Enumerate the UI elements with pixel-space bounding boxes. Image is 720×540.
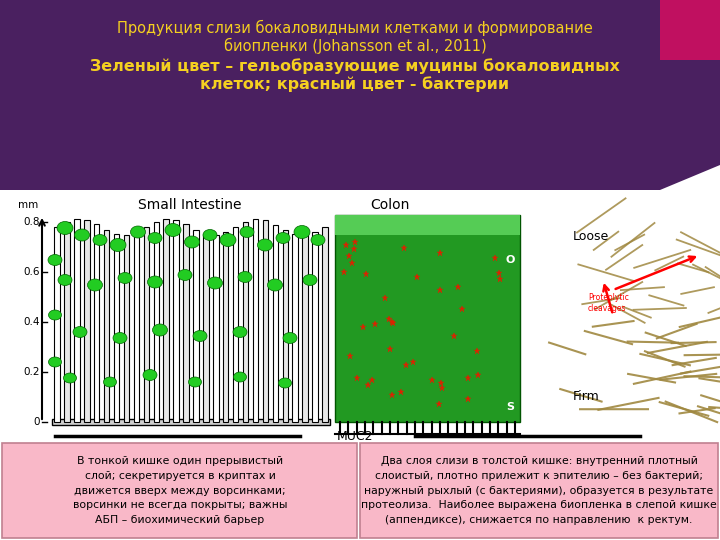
Bar <box>312 232 318 422</box>
Ellipse shape <box>93 234 107 246</box>
Ellipse shape <box>88 279 102 291</box>
Text: Зеленый цвет – гельобразующие муцины бокаловидных: Зеленый цвет – гельобразующие муцины бок… <box>90 58 620 74</box>
Ellipse shape <box>165 224 181 237</box>
Ellipse shape <box>189 377 202 387</box>
Bar <box>174 220 179 422</box>
Ellipse shape <box>207 277 222 289</box>
Text: mm: mm <box>18 200 38 210</box>
Text: MUC2: MUC2 <box>337 429 373 442</box>
Bar <box>203 234 209 422</box>
Bar <box>538 215 715 422</box>
Text: Firm: Firm <box>573 390 600 403</box>
Bar <box>52 419 330 425</box>
Bar <box>64 222 70 422</box>
Text: 0: 0 <box>34 417 40 427</box>
Text: 0.4: 0.4 <box>24 317 40 327</box>
Bar <box>143 227 149 422</box>
Text: Два слоя слизи в толстой кишке: внутренний плотный
слоистый, плотно прилежит к э: Два слоя слизи в толстой кишке: внутренн… <box>361 456 717 525</box>
Ellipse shape <box>74 229 89 241</box>
Ellipse shape <box>63 373 76 383</box>
Text: 0.2: 0.2 <box>24 367 40 377</box>
Ellipse shape <box>58 274 72 286</box>
Bar <box>335 215 520 235</box>
Ellipse shape <box>148 233 162 244</box>
Bar <box>163 219 169 422</box>
Ellipse shape <box>73 327 87 338</box>
Ellipse shape <box>143 369 157 381</box>
Ellipse shape <box>203 230 217 240</box>
Text: В тонкой кишке один прерывистый
слой; секретируется в криптах и
движется вверх м: В тонкой кишке один прерывистый слой; се… <box>73 456 287 525</box>
Ellipse shape <box>279 378 292 388</box>
Ellipse shape <box>184 236 199 248</box>
Ellipse shape <box>48 310 61 320</box>
Bar <box>0 192 720 442</box>
Text: Small Intestine: Small Intestine <box>138 198 242 212</box>
Bar <box>184 225 189 422</box>
Ellipse shape <box>220 233 236 246</box>
Text: 0.6: 0.6 <box>24 267 40 277</box>
Ellipse shape <box>48 254 62 266</box>
Bar <box>193 230 199 422</box>
Ellipse shape <box>268 279 282 291</box>
Bar <box>263 220 268 422</box>
Ellipse shape <box>294 226 310 239</box>
Text: клеток; красный цвет - бактерии: клеток; красный цвет - бактерии <box>200 76 510 92</box>
Bar <box>84 220 89 422</box>
Ellipse shape <box>240 226 254 238</box>
Bar <box>302 235 308 422</box>
Text: Proteolytic
cleavages: Proteolytic cleavages <box>588 293 629 313</box>
Ellipse shape <box>153 324 168 336</box>
Text: 0.8: 0.8 <box>24 217 40 227</box>
Bar <box>282 230 288 422</box>
Ellipse shape <box>233 327 247 338</box>
Bar <box>253 219 258 422</box>
Text: O: O <box>505 255 515 265</box>
Ellipse shape <box>118 273 132 284</box>
Bar <box>2 443 357 538</box>
Bar <box>74 219 80 422</box>
Bar <box>114 234 120 422</box>
Ellipse shape <box>276 233 290 244</box>
Ellipse shape <box>130 226 145 238</box>
Ellipse shape <box>303 274 317 286</box>
Text: биопленки (Johansson et al., 2011): биопленки (Johansson et al., 2011) <box>224 38 487 54</box>
Ellipse shape <box>113 333 127 343</box>
Polygon shape <box>0 0 720 190</box>
Text: S: S <box>506 402 514 412</box>
Bar <box>292 234 298 422</box>
Ellipse shape <box>110 239 126 252</box>
Bar <box>94 224 99 422</box>
Bar <box>223 232 228 422</box>
Ellipse shape <box>233 372 246 382</box>
Bar <box>660 0 720 60</box>
Bar <box>360 443 718 538</box>
Bar <box>273 225 278 422</box>
Ellipse shape <box>48 357 61 367</box>
Ellipse shape <box>238 272 252 282</box>
Ellipse shape <box>193 330 207 341</box>
Ellipse shape <box>178 269 192 280</box>
Bar <box>104 230 109 422</box>
Bar <box>323 227 328 422</box>
Bar <box>213 235 219 422</box>
Text: Loose: Loose <box>573 231 609 244</box>
Bar <box>54 227 60 422</box>
Ellipse shape <box>311 234 325 246</box>
Bar <box>124 235 129 422</box>
Ellipse shape <box>148 276 163 288</box>
Ellipse shape <box>104 377 117 387</box>
Bar <box>134 232 139 422</box>
Bar <box>243 221 248 422</box>
Bar <box>233 227 238 422</box>
Text: Продукция слизи бокаловидными клетками и формирование: Продукция слизи бокаловидными клетками и… <box>117 20 593 36</box>
Ellipse shape <box>258 239 272 251</box>
Bar <box>335 215 520 422</box>
Bar <box>153 222 159 422</box>
Text: Colon: Colon <box>370 198 410 212</box>
Ellipse shape <box>283 333 297 343</box>
Ellipse shape <box>57 221 73 234</box>
